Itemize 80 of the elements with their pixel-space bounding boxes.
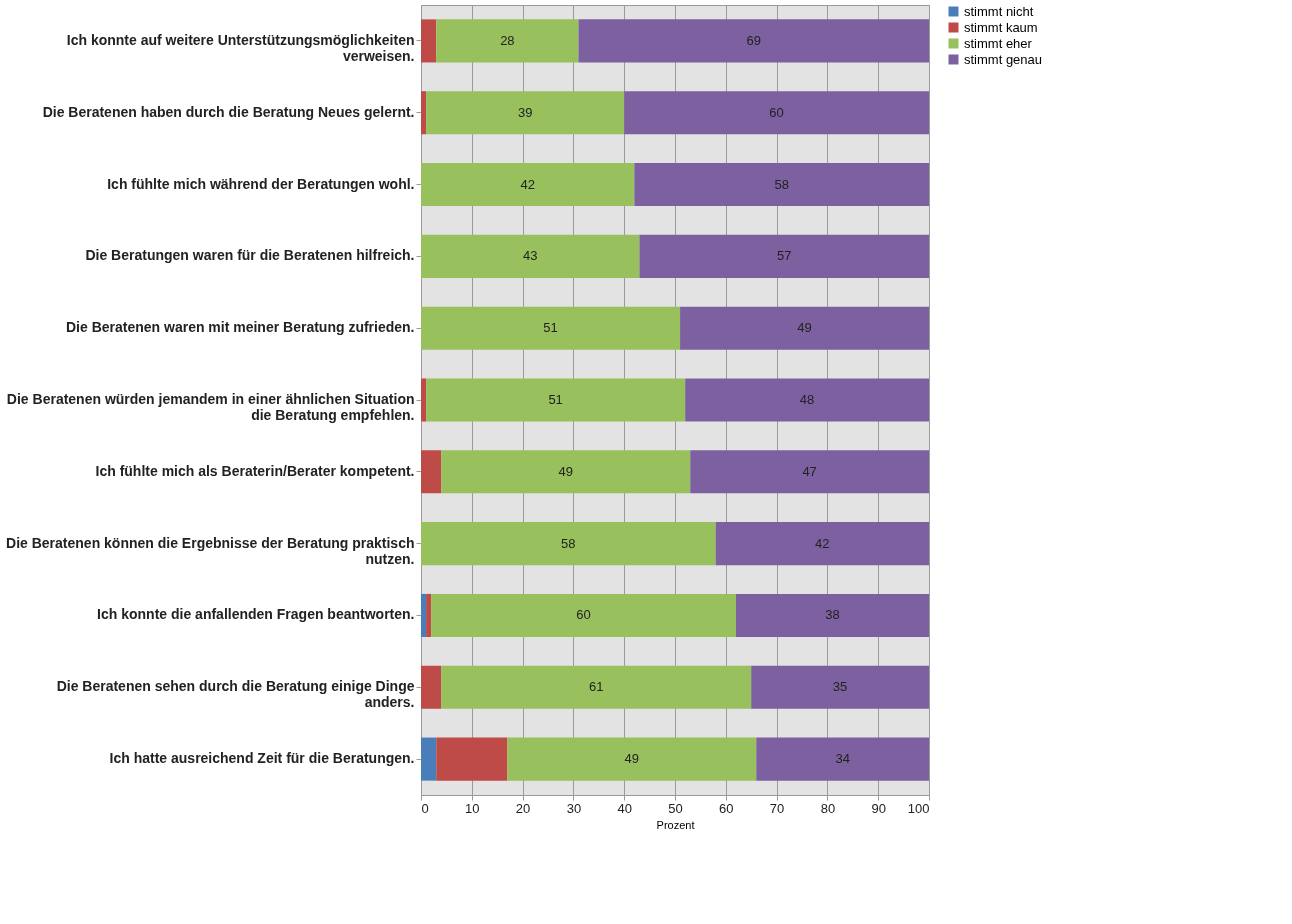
y-tick-label: Ich konnte die anfallenden Fragen beantworten. (97, 606, 415, 623)
bar (421, 378, 427, 422)
data-label: 42 (520, 176, 535, 192)
y-tick-label: Ich fühlte mich als Beraterin/Berater kompetent. (95, 462, 415, 479)
bar (685, 378, 929, 422)
legend-label: stimmt genau (964, 51, 1043, 67)
data-label: 38 (825, 607, 840, 623)
data-label: 51 (543, 320, 558, 336)
bar (426, 378, 686, 422)
data-label: 48 (799, 392, 815, 407)
bar (715, 522, 929, 566)
legend-label: stimmt nicht (964, 3, 1034, 19)
bar (634, 163, 929, 207)
x-tick-label: 90 (871, 800, 886, 816)
y-tick-label: Die Beratenen können die Ergebnisse der Beratung praktisch nutzen. (6, 534, 415, 567)
x-tick-label: 40 (617, 800, 632, 816)
y-tick-label: Ich konnte auf weitere Unterstützungsmöglichkeiten verweisen. (66, 31, 415, 64)
bar (421, 665, 442, 709)
data-label: 60 (576, 607, 591, 623)
y-tick-label: Die Beratenen waren mit meiner Beratung zufrieden. (65, 319, 415, 336)
bar (431, 593, 736, 637)
y-tick-label: Die Beratenen haben durch die Beratung Neues gelernt. (42, 103, 415, 120)
bar (578, 19, 929, 63)
bar (421, 450, 442, 494)
data-label: 69 (746, 32, 761, 48)
data-label: 47 (802, 463, 817, 479)
bar (421, 593, 427, 637)
y-tick-label: Die Beratenen sehen durch die Beratung einige Dinge anders. (56, 678, 415, 711)
legend-label: stimmt kaum (964, 19, 1038, 35)
data-label: 58 (774, 176, 789, 192)
x-axis-title: Prozent (656, 818, 695, 831)
bar (639, 234, 929, 278)
data-label: 42 (815, 535, 830, 551)
data-label: 58 (561, 535, 576, 551)
bar (421, 19, 437, 63)
data-label: 60 (769, 104, 784, 120)
legend-label: stimmt eher (964, 35, 1033, 51)
data-label: 49 (797, 320, 812, 336)
bar (735, 593, 929, 637)
x-tick-label: 30 (566, 800, 582, 816)
x-tick-label: 60 (719, 800, 734, 816)
bar (436, 737, 508, 781)
bar (421, 163, 635, 207)
x-tick-label: 20 (515, 800, 531, 816)
data-label: 39 (517, 104, 533, 120)
bar (756, 737, 929, 781)
data-label: 28 (500, 32, 515, 48)
y-tick-label: Die Beratungen waren für die Beratenen hilfreich. (85, 247, 415, 264)
bar (421, 234, 640, 278)
y-tick-label: Ich hatte ausreichend Zeit für die Beratungen. (109, 750, 415, 767)
data-label: 34 (835, 751, 850, 767)
bar (426, 91, 625, 135)
bar (436, 19, 579, 63)
data-label: 49 (558, 463, 574, 479)
bar (421, 91, 427, 135)
bar (421, 737, 437, 781)
data-label: 61 (589, 679, 604, 695)
bar (680, 306, 929, 350)
x-tick-label: 0 (421, 800, 429, 816)
bar (441, 450, 691, 494)
x-tick-label: 70 (769, 800, 785, 816)
x-tick-label: 50 (668, 800, 683, 816)
y-tick-label: Ich fühlte mich während der Beratungen wohl. (107, 175, 415, 192)
y-tick-label: Die Beratenen würden jemandem in einer ähnlichen Situation die Beratung empfehlen. (6, 391, 415, 423)
bar (751, 665, 929, 709)
bar (426, 593, 432, 637)
bar (421, 522, 716, 566)
x-tick-label: 100 (907, 800, 930, 816)
data-label: 43 (522, 248, 538, 264)
bar (690, 450, 929, 494)
bar (624, 91, 929, 135)
bar (441, 665, 752, 709)
data-label: 49 (624, 751, 640, 767)
data-label: 35 (832, 679, 848, 695)
x-tick-label: 10 (465, 800, 480, 816)
bar (421, 306, 681, 350)
data-label: 57 (776, 248, 792, 264)
bar (507, 737, 757, 781)
x-tick-label: 80 (820, 800, 836, 816)
data-label: 51 (548, 392, 563, 407)
